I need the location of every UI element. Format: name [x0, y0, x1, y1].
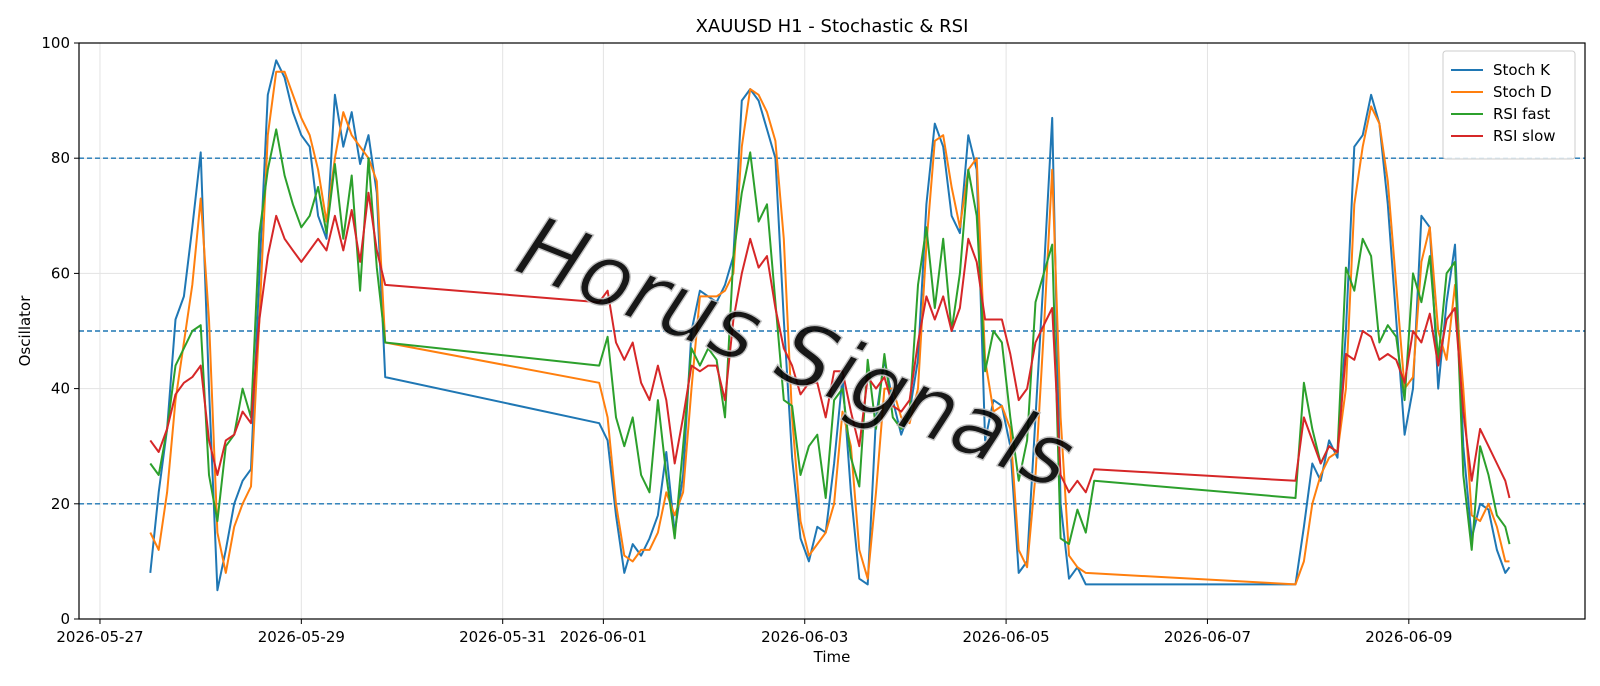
y-axis-label: Oscillator — [16, 295, 34, 367]
legend: Stoch K Stoch D RSI fast RSI slow — [1442, 50, 1576, 160]
x-tick-label: 2026-05-29 — [258, 628, 345, 646]
x-axis-label: Time — [813, 648, 851, 666]
legend-label: Stoch K — [1493, 61, 1551, 79]
x-tick-label: 2026-05-27 — [56, 628, 143, 646]
y-tick-label: 60 — [51, 264, 70, 282]
legend-box — [1442, 50, 1576, 160]
legend-label: Stoch D — [1493, 83, 1552, 101]
series-line-rsi-fast — [149, 128, 1511, 551]
x-tick-label: 2026-06-05 — [962, 628, 1049, 646]
x-tick-label: 2026-06-07 — [1164, 628, 1251, 646]
series-lines — [149, 59, 1511, 592]
y-axis-ticks: 0 20 40 60 80 100 — [41, 34, 79, 628]
x-tick-label: 2026-06-09 — [1365, 628, 1452, 646]
x-tick-label: 2026-05-31 — [459, 628, 546, 646]
x-tick-label: 2026-06-01 — [560, 628, 647, 646]
reference-lines — [79, 157, 1585, 505]
series-line-rsi-slow — [149, 191, 1511, 499]
series-line-stoch-d — [149, 70, 1510, 586]
x-tick-label: 2026-06-03 — [761, 628, 848, 646]
y-tick-label: 100 — [41, 34, 70, 52]
chart-title: XAUUSD H1 - Stochastic & RSI — [696, 16, 969, 37]
axes-frame — [78, 42, 1586, 620]
x-axis-ticks: 2026-05-27 2026-05-29 2026-05-31 2026-06-01… — [56, 619, 1452, 646]
legend-label: RSI fast — [1493, 105, 1550, 123]
y-tick-label: 0 — [60, 610, 70, 628]
y-tick-label: 20 — [51, 495, 70, 513]
y-tick-label: 40 — [51, 380, 70, 398]
series-line-stoch-k — [149, 59, 1511, 592]
legend-label: RSI slow — [1493, 127, 1556, 145]
y-tick-label: 80 — [51, 149, 70, 167]
